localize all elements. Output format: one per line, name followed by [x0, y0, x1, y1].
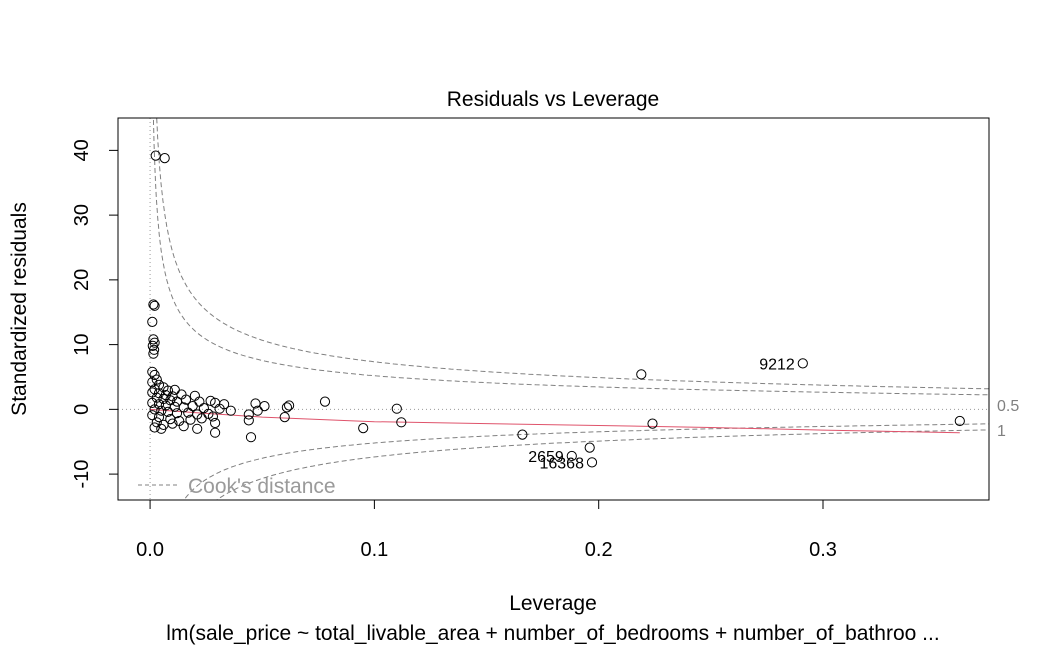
data-point — [169, 401, 180, 412]
data-point — [586, 457, 598, 468]
cooks-contour-0.5-upper — [152, 119, 989, 396]
data-point — [207, 411, 218, 422]
data-point — [149, 422, 160, 433]
contour-label-0.5: 0.5 — [997, 398, 1019, 415]
data-point — [214, 403, 225, 414]
data-point — [210, 417, 221, 429]
data-points — [147, 150, 965, 468]
data-point — [194, 396, 205, 407]
x-axis: 0.0 0.1 0.2 0.3 — [136, 499, 837, 561]
chart-title: Residuals vs Leverage — [447, 88, 659, 111]
data-point — [225, 405, 236, 416]
data-point — [149, 337, 160, 348]
data-point — [159, 153, 170, 164]
x-tick-label: 0.2 — [585, 539, 613, 561]
data-point — [647, 418, 658, 429]
data-point — [517, 429, 528, 440]
data-point — [391, 403, 402, 414]
data-point — [185, 414, 196, 425]
x-axis-title: Leverage — [509, 592, 597, 615]
y-tick-label: 0 — [71, 404, 93, 415]
point-label-16368: 16368 — [539, 455, 584, 472]
data-point — [149, 404, 160, 415]
y-tick-label: 20 — [71, 269, 93, 291]
cooks-distance-legend: Cook's distance — [138, 475, 336, 498]
data-point — [180, 394, 192, 405]
data-point — [187, 401, 198, 412]
data-point — [153, 412, 165, 423]
x-tick-label: 0.1 — [360, 539, 388, 561]
y-axis: -10 0 10 20 30 40 — [71, 139, 119, 489]
point-label-2659: 2659 — [528, 449, 564, 466]
contour-labels: 0.51 — [997, 398, 1019, 440]
data-point — [196, 413, 207, 424]
data-point — [147, 410, 158, 421]
smoother-line-group — [150, 408, 960, 434]
data-point — [358, 423, 369, 434]
y-axis-title: Standardized residuals — [8, 202, 31, 416]
point-label-9212: 9212 — [759, 356, 795, 373]
x-tick-label: 0.0 — [136, 539, 164, 561]
x-axis-subtitle: lm(sale_price ~ total_livable_area + num… — [166, 622, 939, 645]
y-tick-label: 30 — [71, 204, 93, 226]
data-point — [259, 401, 270, 412]
smoother-line — [150, 408, 960, 434]
y-tick-label: 40 — [71, 139, 93, 161]
data-point — [167, 418, 178, 429]
cooks-contour-1-upper — [156, 118, 989, 390]
y-tick-label: 10 — [71, 333, 93, 355]
data-point — [566, 450, 577, 462]
data-point — [205, 395, 216, 406]
data-point — [149, 300, 160, 311]
data-point — [189, 390, 200, 401]
data-point — [150, 150, 161, 161]
data-point — [284, 400, 295, 411]
data-point — [147, 366, 158, 377]
legend-label: Cook's distance — [188, 475, 336, 498]
data-point — [319, 396, 331, 407]
data-point — [147, 377, 158, 388]
contour-label-1: 1 — [997, 423, 1006, 440]
data-point — [210, 427, 221, 438]
data-point — [954, 415, 965, 427]
cooks-contour-1-lower — [215, 429, 989, 500]
x-tick-label: 0.3 — [809, 539, 837, 561]
data-point — [245, 432, 257, 443]
data-point — [178, 421, 189, 432]
data-point — [243, 409, 254, 420]
y-tick-label: -10 — [71, 460, 93, 489]
data-point — [279, 412, 290, 423]
data-point — [171, 408, 183, 419]
data-point — [147, 340, 158, 351]
data-point — [281, 402, 292, 413]
data-point — [250, 398, 261, 409]
data-point — [156, 405, 167, 416]
data-point — [147, 316, 158, 327]
data-point — [396, 417, 407, 428]
data-point — [149, 369, 160, 381]
data-point — [148, 348, 159, 359]
data-point — [147, 397, 158, 408]
data-point — [243, 415, 254, 426]
data-point — [192, 423, 203, 434]
data-point — [156, 423, 167, 434]
data-point — [636, 369, 647, 380]
data-point — [797, 358, 808, 369]
data-point — [584, 442, 595, 453]
data-point — [149, 344, 160, 355]
data-point — [169, 384, 180, 395]
data-point — [148, 299, 159, 310]
